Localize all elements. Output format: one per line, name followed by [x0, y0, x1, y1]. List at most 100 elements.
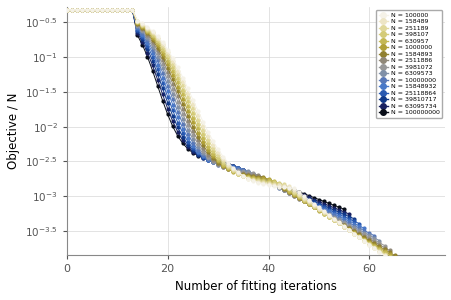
N = 63095734 [260, 177, 266, 181]
N = 63095734 [255, 175, 261, 178]
N = 63095734 [346, 212, 351, 216]
N = 39810717 [129, 8, 135, 11]
N = 10000000 [64, 8, 69, 11]
N = 3981072 [265, 180, 271, 183]
N = 63095734 [185, 145, 190, 149]
Line: N = 25118864: N = 25118864 [65, 8, 360, 225]
N = 251189 [195, 118, 200, 122]
N = 6309573 [376, 239, 382, 242]
N = 630957 [179, 92, 185, 96]
Legend: N = 100000, N = 158489, N = 251189, N = 398107, N = 630957, N = 1000000, N = 158: N = 100000, N = 158489, N = 251189, N = … [375, 10, 441, 118]
N = 15848932 [361, 226, 366, 230]
N = 10000000 [124, 8, 130, 11]
N = 15848932 [149, 51, 155, 55]
Line: N = 398107: N = 398107 [65, 8, 415, 275]
N = 39810717 [275, 184, 281, 188]
N = 398107 [411, 272, 417, 275]
N = 158489 [265, 182, 271, 186]
N = 2511886 [139, 27, 145, 31]
N = 6309573 [371, 236, 376, 240]
N = 100000 [185, 87, 190, 90]
Line: N = 100000000: N = 100000000 [65, 8, 345, 211]
N = 15848932 [139, 33, 145, 37]
N = 630957 [64, 8, 69, 11]
N = 1584893 [144, 31, 150, 35]
N = 158489 [64, 8, 69, 11]
N = 100000 [270, 184, 276, 188]
N = 6309573 [64, 8, 69, 11]
N = 25118864 [74, 8, 79, 11]
N = 25118864 [215, 162, 221, 165]
N = 15848932 [165, 89, 170, 93]
N = 1000000 [366, 240, 371, 244]
N = 251189 [165, 53, 170, 56]
N = 6309573 [160, 66, 165, 70]
N = 3981072 [104, 8, 110, 11]
N = 2511886 [376, 243, 382, 247]
N = 3981072 [220, 165, 226, 169]
N = 251189 [235, 172, 240, 175]
N = 6309573 [210, 160, 215, 164]
N = 2511886 [200, 146, 205, 150]
N = 251189 [64, 8, 69, 11]
N = 63095734 [64, 8, 69, 11]
X-axis label: Number of fitting iterations: Number of fitting iterations [175, 280, 336, 293]
N = 100000 [139, 22, 145, 25]
N = 1584893 [321, 212, 326, 215]
N = 10000000 [250, 172, 256, 176]
Line: N = 1584893: N = 1584893 [65, 8, 395, 257]
N = 1584893 [366, 239, 371, 242]
N = 158489 [149, 30, 155, 34]
N = 2511886 [341, 223, 346, 226]
N = 39810717 [255, 176, 261, 179]
Line: N = 6309573: N = 6309573 [65, 8, 380, 242]
N = 100000000 [69, 8, 74, 11]
N = 100000000 [245, 170, 250, 174]
N = 2511886 [64, 8, 69, 11]
N = 15848932 [64, 8, 69, 11]
N = 25118864 [109, 8, 115, 11]
N = 1584893 [64, 8, 69, 11]
N = 1000000 [391, 256, 396, 259]
N = 1584893 [205, 151, 210, 154]
N = 25118864 [275, 185, 281, 189]
N = 100000000 [341, 207, 346, 211]
N = 100000000 [165, 112, 170, 116]
N = 6309573 [149, 45, 155, 49]
N = 1584893 [165, 66, 170, 69]
N = 15848932 [114, 8, 120, 11]
N = 398107 [255, 178, 261, 182]
N = 1584893 [114, 8, 120, 11]
Line: N = 630957: N = 630957 [65, 8, 410, 270]
N = 6309573 [281, 188, 286, 192]
N = 1000000 [255, 176, 261, 180]
N = 100000 [396, 265, 401, 268]
Line: N = 158489: N = 158489 [65, 8, 425, 285]
N = 1000000 [144, 30, 150, 34]
N = 398107 [155, 39, 160, 43]
N = 39810717 [341, 213, 346, 216]
Line: N = 10000000: N = 10000000 [65, 8, 375, 237]
N = 3981072 [270, 183, 276, 186]
N = 3981072 [381, 244, 387, 247]
N = 100000 [265, 183, 271, 187]
Line: N = 100000: N = 100000 [65, 8, 435, 294]
N = 63095734 [79, 8, 84, 11]
N = 251189 [396, 263, 401, 267]
N = 10000000 [144, 39, 150, 42]
N = 25118864 [94, 8, 100, 11]
N = 2511886 [230, 169, 235, 173]
Line: N = 15848932: N = 15848932 [65, 8, 365, 230]
N = 1000000 [401, 262, 406, 265]
N = 1000000 [139, 25, 145, 29]
N = 100000 [144, 25, 150, 29]
N = 251189 [416, 277, 422, 281]
N = 158489 [114, 8, 120, 11]
N = 398107 [170, 66, 175, 69]
N = 158489 [290, 188, 296, 192]
N = 398107 [144, 28, 150, 31]
N = 25118864 [139, 35, 145, 39]
N = 63095734 [139, 40, 145, 44]
N = 10000000 [89, 8, 95, 11]
N = 398107 [356, 235, 361, 239]
